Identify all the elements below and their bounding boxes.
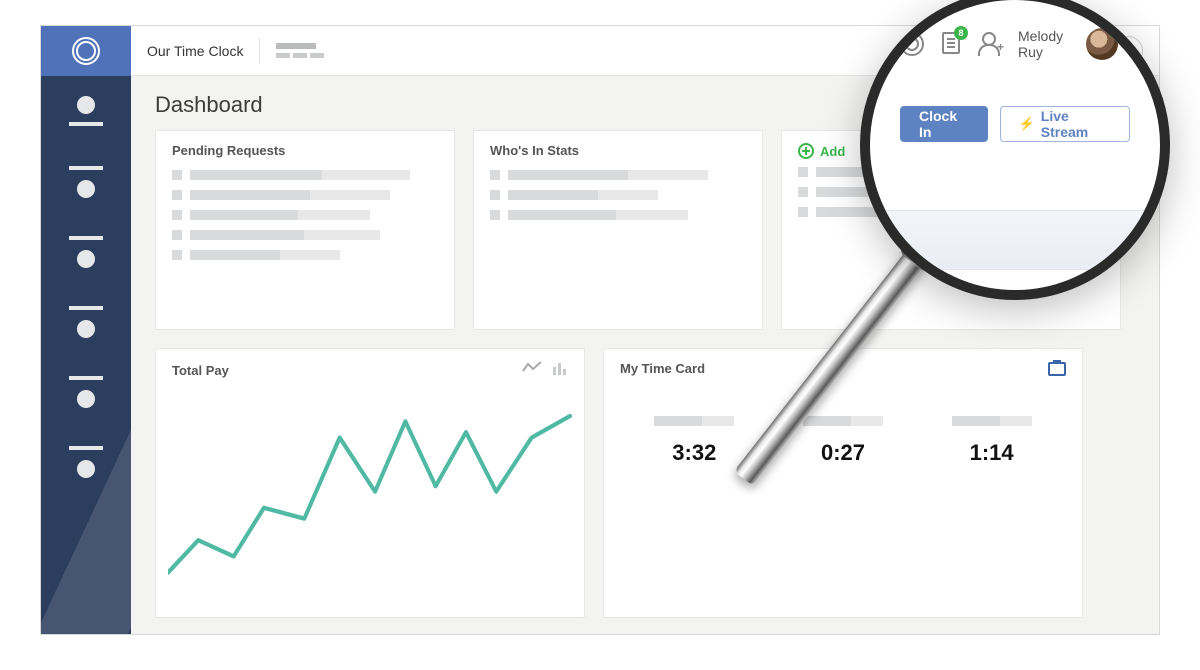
time-cell-0: 3:32 <box>654 416 734 466</box>
sidebar-item-1[interactable] <box>66 166 106 196</box>
list-item <box>490 190 746 200</box>
time-cell-1: 0:27 <box>803 416 883 466</box>
list-item <box>172 210 438 220</box>
list-item <box>172 170 438 180</box>
line-chart-icon[interactable] <box>522 361 542 380</box>
content: Dashboard Pending Requests Who's In Stat… <box>131 76 1159 634</box>
sidebar-logo[interactable] <box>41 26 131 76</box>
search-pill[interactable] <box>1017 43 1097 59</box>
list-item <box>172 230 438 240</box>
sidebar-item-3[interactable] <box>66 306 106 336</box>
card-title: Pending Requests <box>172 143 438 158</box>
list-item <box>490 210 746 220</box>
card-title: My Time Card <box>620 361 705 376</box>
sidebar-item-4[interactable] <box>66 376 106 406</box>
bar-chart-icon[interactable] <box>552 361 568 380</box>
card-whos-in: Who's In Stats <box>473 130 763 330</box>
sidebar-item-5[interactable] <box>66 446 106 476</box>
print-icon[interactable] <box>1048 362 1066 376</box>
card-title[interactable]: Add <box>798 143 1104 159</box>
add-label: Add <box>820 144 845 159</box>
search-icon[interactable] <box>1113 36 1143 66</box>
time-cell-2: 1:14 <box>952 416 1032 466</box>
card-total-pay: Total Pay <box>155 348 585 618</box>
card-add: Add <box>781 130 1121 330</box>
list-item <box>798 187 1104 197</box>
brand-title: Our Time Clock <box>147 43 243 59</box>
topbar: Our Time Clock <box>131 26 1159 76</box>
main-area: Our Time Clock Dashboard Pending Request… <box>131 26 1159 634</box>
card-title: Total Pay <box>172 363 229 378</box>
sidebar-item-2[interactable] <box>66 236 106 266</box>
list-item <box>490 170 746 180</box>
divider <box>259 38 260 64</box>
clock-logo-icon <box>72 37 100 65</box>
list-item <box>172 250 438 260</box>
sidebar-item-0[interactable] <box>66 96 106 126</box>
list-item <box>172 190 438 200</box>
card-pending-requests: Pending Requests <box>155 130 455 330</box>
card-title: Who's In Stats <box>490 143 746 158</box>
list-item <box>798 167 1104 177</box>
sidebar <box>41 26 131 634</box>
chart-area <box>168 389 572 605</box>
page-title: Dashboard <box>155 92 1135 118</box>
list-item <box>798 207 1104 217</box>
card-my-time-card: My Time Card 3:32 0:27 1:14 <box>603 348 1083 618</box>
plus-circle-icon <box>798 143 814 159</box>
breadcrumb-placeholder <box>276 43 324 58</box>
app-frame: Our Time Clock Dashboard Pending Request… <box>40 25 1160 635</box>
